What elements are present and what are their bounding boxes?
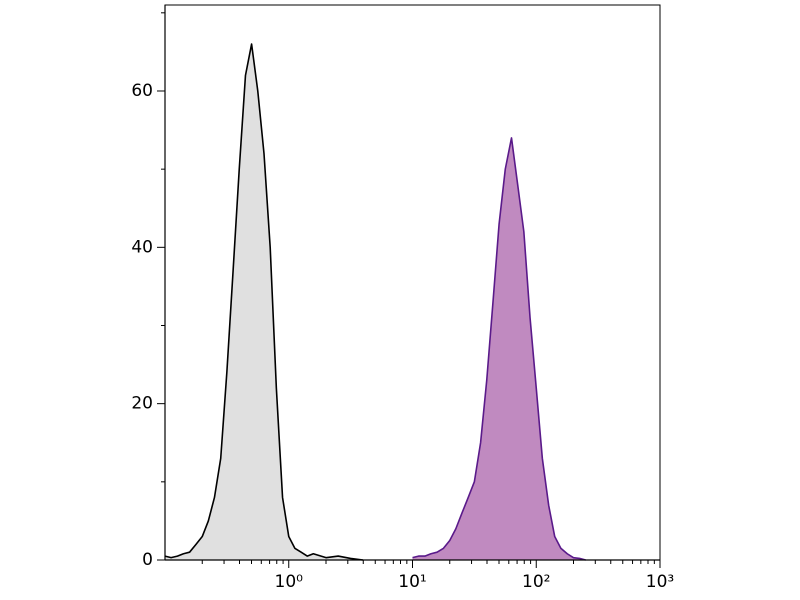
y-tick-label: 0 <box>142 550 153 570</box>
x-tick-label: 10³ <box>646 572 674 592</box>
y-tick-label: 60 <box>131 81 153 101</box>
x-tick-label: 10¹ <box>398 572 426 592</box>
y-tick-label: 40 <box>131 237 153 257</box>
histogram-line <box>164 43 364 561</box>
y-tick-label: 20 <box>131 394 153 414</box>
histogram-area <box>412 137 586 560</box>
histogram-line <box>412 137 586 561</box>
x-tick-label: 10² <box>522 572 550 592</box>
x-tick-label: 10⁰ <box>275 572 304 592</box>
histogram-area <box>165 44 363 560</box>
